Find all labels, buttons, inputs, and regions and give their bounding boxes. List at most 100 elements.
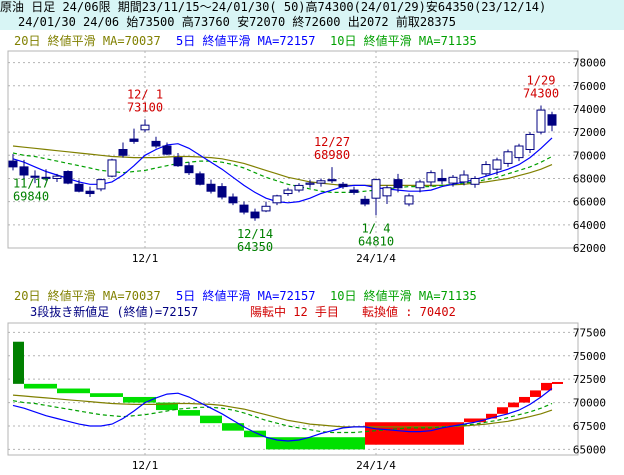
- legend2-ma20: 20日 終値平滑 MA=70037: [14, 288, 161, 303]
- kagi-brick-down: [90, 393, 123, 397]
- kagi-moving-averages: [12, 388, 553, 442]
- x-tick-label: 24/1/4: [356, 459, 396, 472]
- legend-ma5: 5日 終値平滑 MA=72157: [176, 33, 315, 48]
- candle-up: [426, 172, 436, 183]
- candle-up: [272, 195, 282, 204]
- y-tick-label: 62000: [573, 242, 606, 255]
- y-tick-label: 67500: [573, 420, 606, 433]
- candle-up: [481, 164, 491, 175]
- legend2-ma10: 10日 終値平滑 MA=71135: [330, 288, 477, 303]
- candle-down: [206, 183, 216, 192]
- main-grid: [8, 51, 578, 249]
- high-date-label: 12/ 1: [127, 87, 163, 101]
- candle-up: [294, 184, 304, 191]
- candle-down: [63, 171, 73, 184]
- candle-down: [74, 183, 84, 192]
- kagi-brick-up: [497, 407, 508, 414]
- kagi-reversal: 転換値 : 70402: [362, 304, 456, 319]
- candle-down: [184, 165, 194, 174]
- y-tick-label: 75000: [573, 350, 606, 363]
- kagi-grid: [8, 323, 578, 455]
- high-value-label: 68980: [314, 148, 350, 162]
- kagi-brick-down: [200, 415, 222, 424]
- kagi-brick-down: [24, 383, 57, 389]
- candle-down: [162, 145, 172, 155]
- ma10-line: [12, 400, 553, 434]
- candle-down: [118, 149, 128, 156]
- kagi-brick-down: [156, 402, 178, 411]
- legend2-ma5: 5日 終値平滑 MA=72157: [176, 288, 315, 303]
- candle-down: [228, 196, 238, 204]
- candle-down: [41, 176, 51, 179]
- kagi-brick-down: [123, 396, 156, 403]
- y-tick-label: 68000: [573, 172, 606, 185]
- candle-down: [239, 204, 249, 213]
- y-tick-label: 64000: [573, 219, 606, 232]
- candle-down: [327, 179, 337, 182]
- price-chart: 20日 終値平滑 MA=70037 5日 終値平滑 MA=72157 10日 終…: [7, 33, 606, 472]
- kagi-status: 陽転中 12 手目: [250, 304, 339, 319]
- low-value-label: 64810: [358, 234, 394, 248]
- candle-down: [393, 179, 403, 189]
- low-date-label: 1/ 4: [362, 221, 391, 235]
- header-period-line: 原油 日足 24/06限 期間23/11/15～24/01/30( 50)高74…: [0, 0, 624, 15]
- header-ohlc-line: 24/01/30 24/06 始73500 高73760 安72070 終726…: [0, 15, 624, 30]
- y-tick-label: 78000: [573, 57, 606, 70]
- y-tick-label: 66000: [573, 196, 606, 209]
- kagi-brick-down: [178, 410, 200, 416]
- candle-down: [151, 140, 161, 147]
- candle-down: [349, 189, 359, 193]
- y-tick-label: 76000: [573, 80, 606, 93]
- candle-up: [107, 159, 117, 177]
- y-tick-label: 70000: [573, 149, 606, 162]
- kagi-brick-up: [552, 381, 563, 384]
- y-tick-label: 70000: [573, 397, 606, 410]
- low-date-label: 12/14: [237, 227, 273, 241]
- candle-up: [525, 133, 535, 151]
- candle-down: [173, 157, 183, 167]
- candle-down: [19, 166, 29, 176]
- kagi-brick-up: [508, 402, 519, 408]
- candle-down: [250, 211, 260, 219]
- x-tick-label: 24/1/4: [356, 252, 396, 265]
- candle-up: [283, 189, 293, 195]
- candle-up: [536, 109, 546, 133]
- kagi-axis-labels: 65000 67500 70000 72500 75000 77500 12/1 24/1/4: [132, 326, 606, 472]
- candle-up: [448, 176, 458, 184]
- kagi-bricks: [13, 341, 563, 450]
- candle-up: [492, 159, 502, 170]
- y-tick-label: 65000: [573, 443, 606, 456]
- candle-down: [8, 160, 18, 168]
- candle-up: [305, 182, 315, 185]
- legend-kagi: 3段抜き新値足 (終値)=72157: [30, 304, 198, 319]
- main-plot-frame: [7, 50, 579, 249]
- candle-up: [382, 187, 392, 197]
- candle-down: [129, 138, 139, 142]
- ohlc-text: 24/01/30 24/06 始73500 高73760 安72070 終726…: [18, 15, 457, 29]
- ma10-line: [12, 152, 553, 193]
- candle-down: [217, 186, 227, 198]
- x-tick-label: 12/1: [132, 459, 159, 472]
- kagi-brick-initial: [13, 341, 24, 384]
- candle-down: [547, 114, 557, 126]
- ma20-line: [12, 145, 553, 186]
- x-tick-label: 12/1: [132, 252, 159, 265]
- candle-down: [338, 183, 348, 188]
- candle-down: [30, 175, 40, 178]
- kagi-brick-up: [365, 422, 464, 445]
- kagi-brick-down: [244, 430, 266, 438]
- kagi-brick-up: [519, 396, 530, 403]
- y-tick-label: 77500: [573, 326, 606, 339]
- candle-down: [195, 173, 205, 185]
- legend-ma20: 20日 終値平滑 MA=70037: [14, 33, 161, 48]
- high-value-label: 74300: [523, 86, 559, 100]
- candle-up: [261, 205, 271, 212]
- y-tick-label: 72500: [573, 373, 606, 386]
- candle-up: [371, 179, 381, 199]
- ma20-line: [12, 394, 553, 428]
- candle-down: [360, 198, 370, 205]
- candle-up: [140, 124, 150, 131]
- candlesticks: [8, 105, 557, 221]
- y-tick-label: 72000: [573, 126, 606, 139]
